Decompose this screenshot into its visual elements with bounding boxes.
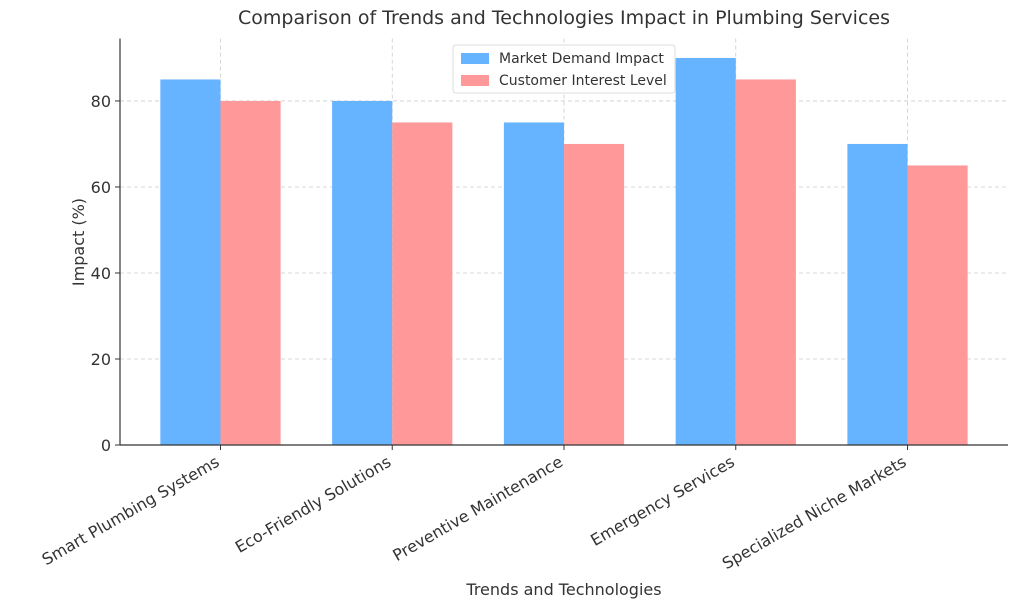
y-tick-label: 0 bbox=[101, 436, 111, 455]
bar bbox=[503, 122, 564, 445]
legend-label: Market Demand Impact bbox=[499, 51, 664, 67]
x-tick-label: Eco-Friendly Solutions bbox=[232, 452, 394, 557]
x-axis-label: Trends and Technologies bbox=[465, 580, 661, 599]
x-tick-label: Smart Plumbing Systems bbox=[39, 452, 223, 569]
y-axis-label: Impact (%) bbox=[69, 198, 88, 286]
y-tick-label: 80 bbox=[91, 92, 111, 111]
bar bbox=[907, 165, 968, 445]
x-tick-label: Preventive Maintenance bbox=[389, 452, 566, 565]
legend-label: Customer Interest Level bbox=[499, 73, 667, 89]
bar bbox=[392, 122, 453, 445]
bar bbox=[564, 143, 625, 446]
bar bbox=[160, 79, 221, 446]
bar bbox=[847, 143, 908, 446]
legend-box bbox=[452, 44, 676, 94]
x-tick-label: Emergency Services bbox=[587, 452, 737, 550]
chart-title: Comparison of Trends and Technologies Im… bbox=[238, 7, 890, 29]
legend-swatch bbox=[461, 53, 489, 64]
legend: Market Demand Impact Customer Interest Le… bbox=[452, 44, 676, 94]
bar bbox=[220, 100, 281, 445]
y-tick-label: 60 bbox=[91, 178, 111, 197]
x-tick-label: Specialized Niche Markets bbox=[719, 452, 910, 573]
bar bbox=[675, 57, 736, 445]
y-tick-label: 20 bbox=[91, 350, 111, 369]
bar bbox=[332, 100, 393, 445]
y-tick-label: 40 bbox=[91, 264, 111, 283]
bar bbox=[735, 79, 796, 446]
legend-swatch bbox=[461, 75, 489, 86]
